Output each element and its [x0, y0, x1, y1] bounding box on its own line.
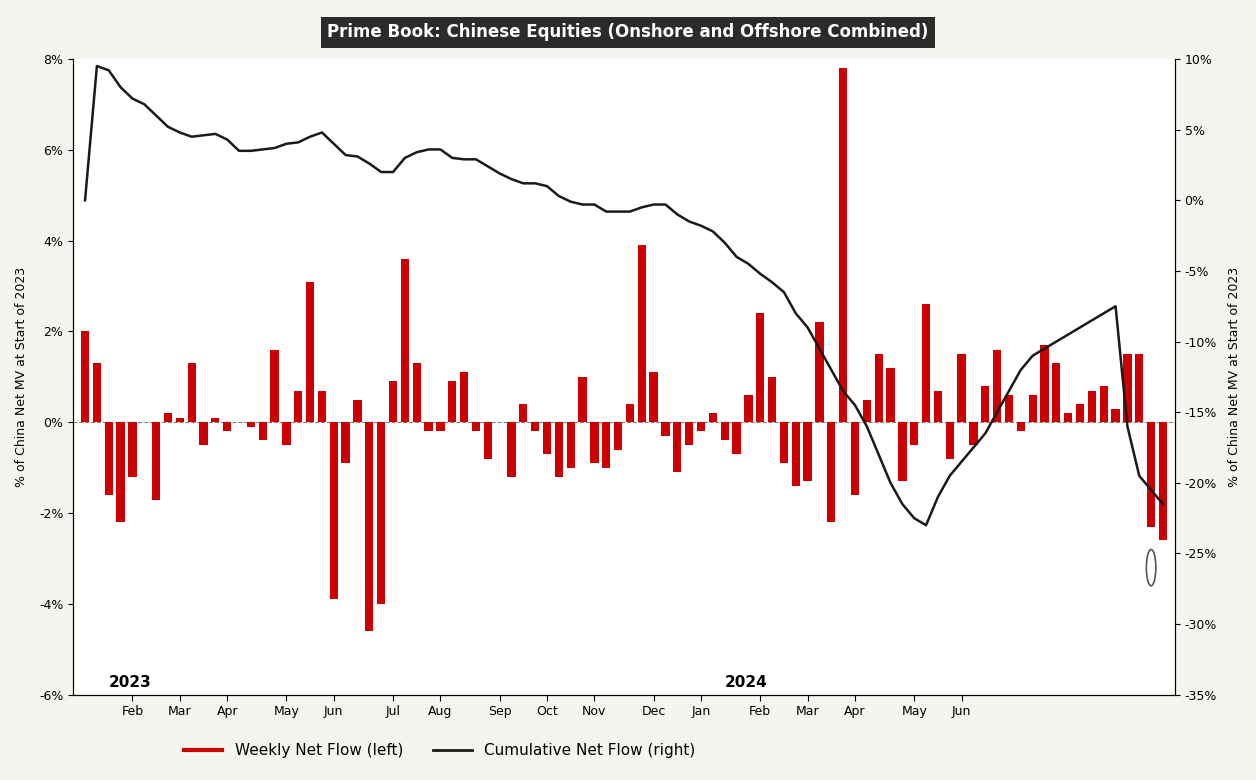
- Bar: [922, 304, 931, 422]
- Bar: [815, 322, 824, 422]
- Bar: [318, 391, 327, 422]
- Bar: [519, 404, 528, 422]
- Bar: [329, 422, 338, 599]
- Bar: [163, 413, 172, 422]
- Bar: [874, 354, 883, 422]
- Bar: [152, 422, 161, 499]
- Bar: [80, 332, 89, 422]
- Bar: [1076, 404, 1084, 422]
- Bar: [685, 422, 693, 445]
- Bar: [673, 422, 682, 472]
- Bar: [767, 377, 776, 422]
- Bar: [780, 422, 788, 463]
- Bar: [448, 381, 456, 422]
- Bar: [104, 422, 113, 495]
- Bar: [353, 399, 362, 422]
- Bar: [791, 422, 800, 486]
- Bar: [507, 422, 516, 477]
- Bar: [543, 422, 551, 454]
- Bar: [389, 381, 397, 422]
- Bar: [850, 422, 859, 495]
- Bar: [970, 422, 977, 445]
- Bar: [1016, 422, 1025, 431]
- Bar: [602, 422, 610, 468]
- Bar: [933, 391, 942, 422]
- Bar: [662, 422, 669, 436]
- Bar: [839, 68, 848, 422]
- Bar: [708, 413, 717, 422]
- Bar: [649, 372, 658, 422]
- Bar: [283, 422, 290, 445]
- Bar: [211, 418, 220, 422]
- Bar: [1147, 422, 1156, 526]
- Bar: [957, 354, 966, 422]
- Bar: [259, 422, 266, 441]
- Bar: [1053, 363, 1060, 422]
- Bar: [579, 377, 587, 422]
- Y-axis label: % of China Net MV at Start of 2023: % of China Net MV at Start of 2023: [1228, 267, 1241, 487]
- Bar: [531, 422, 539, 431]
- Bar: [555, 422, 563, 477]
- Bar: [911, 422, 918, 445]
- Bar: [732, 422, 741, 454]
- Bar: [436, 422, 445, 431]
- Bar: [804, 422, 811, 481]
- Y-axis label: % of China Net MV at Start of 2023: % of China Net MV at Start of 2023: [15, 267, 28, 487]
- Bar: [993, 349, 1001, 422]
- Bar: [1159, 422, 1167, 541]
- Bar: [187, 363, 196, 422]
- Bar: [863, 399, 870, 422]
- Bar: [294, 391, 303, 422]
- Bar: [224, 422, 231, 431]
- Bar: [887, 368, 894, 422]
- Bar: [898, 422, 907, 481]
- Bar: [1123, 354, 1132, 422]
- Bar: [1005, 395, 1014, 422]
- Bar: [981, 386, 990, 422]
- Bar: [412, 363, 421, 422]
- Bar: [625, 404, 634, 422]
- Bar: [472, 422, 480, 431]
- Bar: [721, 422, 728, 441]
- Text: 2023: 2023: [109, 675, 152, 690]
- Bar: [365, 422, 373, 631]
- Bar: [614, 422, 622, 449]
- Bar: [342, 422, 349, 463]
- Bar: [697, 422, 705, 431]
- Bar: [756, 314, 765, 422]
- Bar: [1029, 395, 1036, 422]
- Bar: [1064, 413, 1073, 422]
- Bar: [1088, 391, 1096, 422]
- Bar: [425, 422, 433, 431]
- Bar: [484, 422, 492, 459]
- Bar: [377, 422, 386, 604]
- Bar: [200, 422, 207, 445]
- Bar: [566, 422, 575, 468]
- Legend: Weekly Net Flow (left), Cumulative Net Flow (right): Weekly Net Flow (left), Cumulative Net F…: [178, 737, 701, 764]
- Bar: [946, 422, 953, 459]
- Bar: [1040, 345, 1049, 422]
- Bar: [638, 245, 646, 422]
- Bar: [270, 349, 279, 422]
- Bar: [1099, 386, 1108, 422]
- Bar: [117, 422, 124, 523]
- Bar: [401, 259, 409, 422]
- Bar: [460, 372, 468, 422]
- Bar: [246, 422, 255, 427]
- Bar: [128, 422, 137, 477]
- Bar: [828, 422, 835, 523]
- Bar: [93, 363, 100, 422]
- Bar: [1135, 354, 1143, 422]
- Bar: [176, 418, 183, 422]
- Text: Prime Book: Chinese Equities (Onshore and Offshore Combined): Prime Book: Chinese Equities (Onshore an…: [328, 23, 928, 41]
- Text: 2024: 2024: [725, 675, 767, 690]
- Bar: [1112, 409, 1119, 422]
- Bar: [306, 282, 314, 422]
- Bar: [590, 422, 599, 463]
- Bar: [745, 395, 752, 422]
